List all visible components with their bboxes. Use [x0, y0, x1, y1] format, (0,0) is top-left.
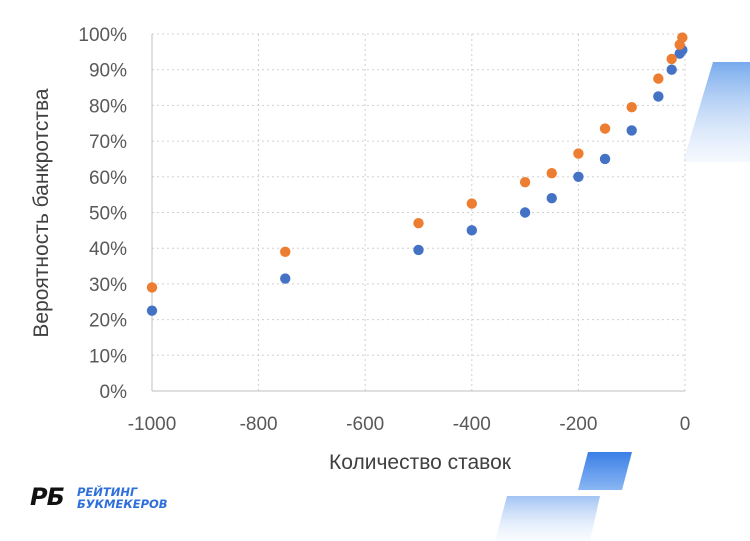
data-point-series-2 [280, 246, 291, 257]
y-tick-label: 60% [89, 168, 127, 189]
decorative-shape-bottom [495, 496, 600, 541]
data-point-series-1 [280, 273, 291, 284]
data-points [146, 32, 688, 316]
brand-logo-line1: РЕЙТИНГ [77, 485, 138, 499]
data-point-series-2 [666, 53, 677, 65]
y-tick-label: 30% [89, 275, 127, 296]
y-tick-label: 0% [100, 382, 128, 403]
x-tick-label: 0 [680, 414, 691, 435]
grid [152, 33, 686, 391]
data-point-series-1 [599, 153, 611, 165]
data-point-series-2 [519, 176, 531, 188]
data-point-series-2 [546, 168, 557, 179]
data-point-series-1 [413, 244, 424, 256]
x-tick-label: -800 [240, 414, 278, 435]
data-point-series-2 [599, 123, 611, 134]
y-axis-title: Вероятность банкротства [30, 88, 53, 338]
brand-logo: РБ РЕЙТИНГ БУКМЕКЕРОВ [30, 484, 190, 514]
data-point-series-2 [677, 32, 688, 43]
data-point-series-1 [573, 171, 584, 182]
data-point-series-1 [466, 225, 477, 236]
y-tick-label: 100% [78, 25, 127, 46]
decorative-shape-middle [578, 452, 632, 490]
brand-logo-mark: РБ [30, 483, 65, 511]
data-point-series-2 [626, 101, 637, 113]
data-point-series-2 [573, 148, 584, 159]
y-tick-labels: 0% 10% 20% 30% 40% 50% 60% 70% 80% 90% 100% [78, 25, 127, 403]
data-point-series-2 [146, 282, 158, 293]
data-point-series-1 [546, 193, 557, 204]
x-axis-title: Количество ставок [329, 451, 512, 474]
y-tick-label: 10% [89, 346, 127, 367]
y-tick-label: 80% [89, 96, 127, 117]
decorative-shape-top-right [683, 62, 750, 162]
y-tick-label: 40% [89, 239, 127, 260]
y-tick-label: 70% [89, 132, 127, 153]
x-tick-label: -400 [453, 414, 491, 435]
data-point-series-2 [413, 218, 424, 229]
data-point-series-1 [626, 125, 637, 136]
data-point-series-2 [466, 198, 477, 209]
y-tick-label: 20% [89, 311, 127, 332]
x-tick-label: -200 [559, 414, 597, 435]
data-point-series-1 [519, 207, 531, 218]
data-point-series-1 [666, 64, 677, 75]
brand-logo-line2: БУКМЕКЕРОВ [77, 497, 168, 511]
brand-logo-text: РЕЙТИНГ БУКМЕКЕРОВ [77, 486, 168, 510]
x-tick-label: -1000 [128, 414, 177, 435]
data-point-series-1 [653, 91, 664, 102]
x-tick-labels: -1000 -800 -600 -400 -200 0 [128, 414, 691, 435]
x-tick-label: -600 [346, 414, 384, 435]
y-tick-label: 90% [89, 61, 127, 82]
data-point-series-2 [653, 73, 664, 84]
axes [151, 34, 685, 392]
y-tick-label: 50% [89, 204, 127, 225]
data-point-series-1 [146, 305, 158, 316]
